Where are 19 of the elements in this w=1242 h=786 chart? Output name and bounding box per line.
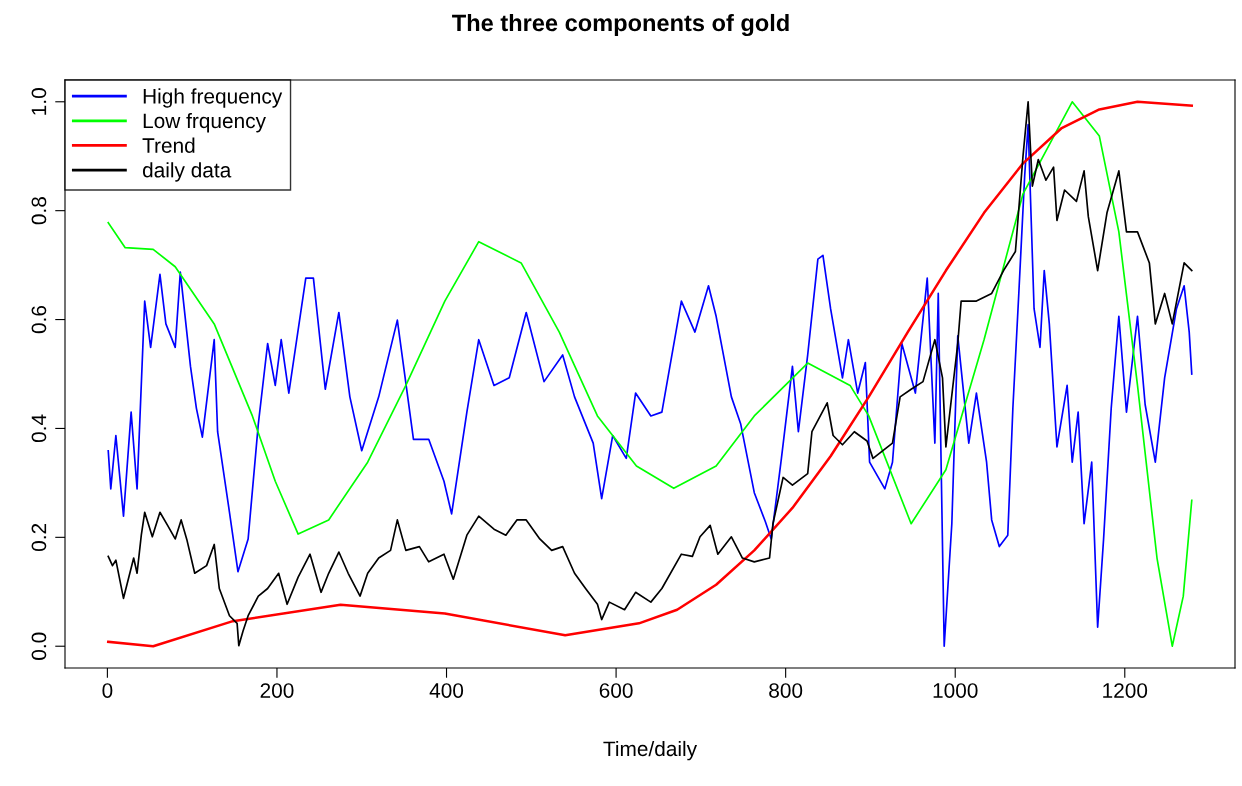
legend-label: Trend <box>142 137 195 153</box>
legend-label: High frequency <box>143 88 283 108</box>
legend-label: Low frquency <box>143 112 266 133</box>
x-tick-label: 1200 <box>1103 683 1148 698</box>
y-tick-label: 0.0 <box>31 632 47 660</box>
x-tick-label: 800 <box>769 683 803 698</box>
x-tick-label: 1000 <box>933 683 978 698</box>
y-tick-label: 0.4 <box>31 414 47 443</box>
legend-label: daily data <box>142 162 232 182</box>
x-tick-label: 0 <box>102 683 113 698</box>
y-tick-label: 1.0 <box>31 88 47 115</box>
x-tick-label: 400 <box>429 683 464 698</box>
x-tick-label: 200 <box>260 683 294 698</box>
y-tick-label: 0.6 <box>31 305 47 334</box>
y-tick-label: 0.2 <box>31 523 47 551</box>
chart-title: The three components of gold <box>452 13 789 37</box>
x-axis-title: Time/daily <box>603 740 698 761</box>
y-tick-label: 0.8 <box>31 197 47 225</box>
x-tick-label: 600 <box>599 683 633 698</box>
